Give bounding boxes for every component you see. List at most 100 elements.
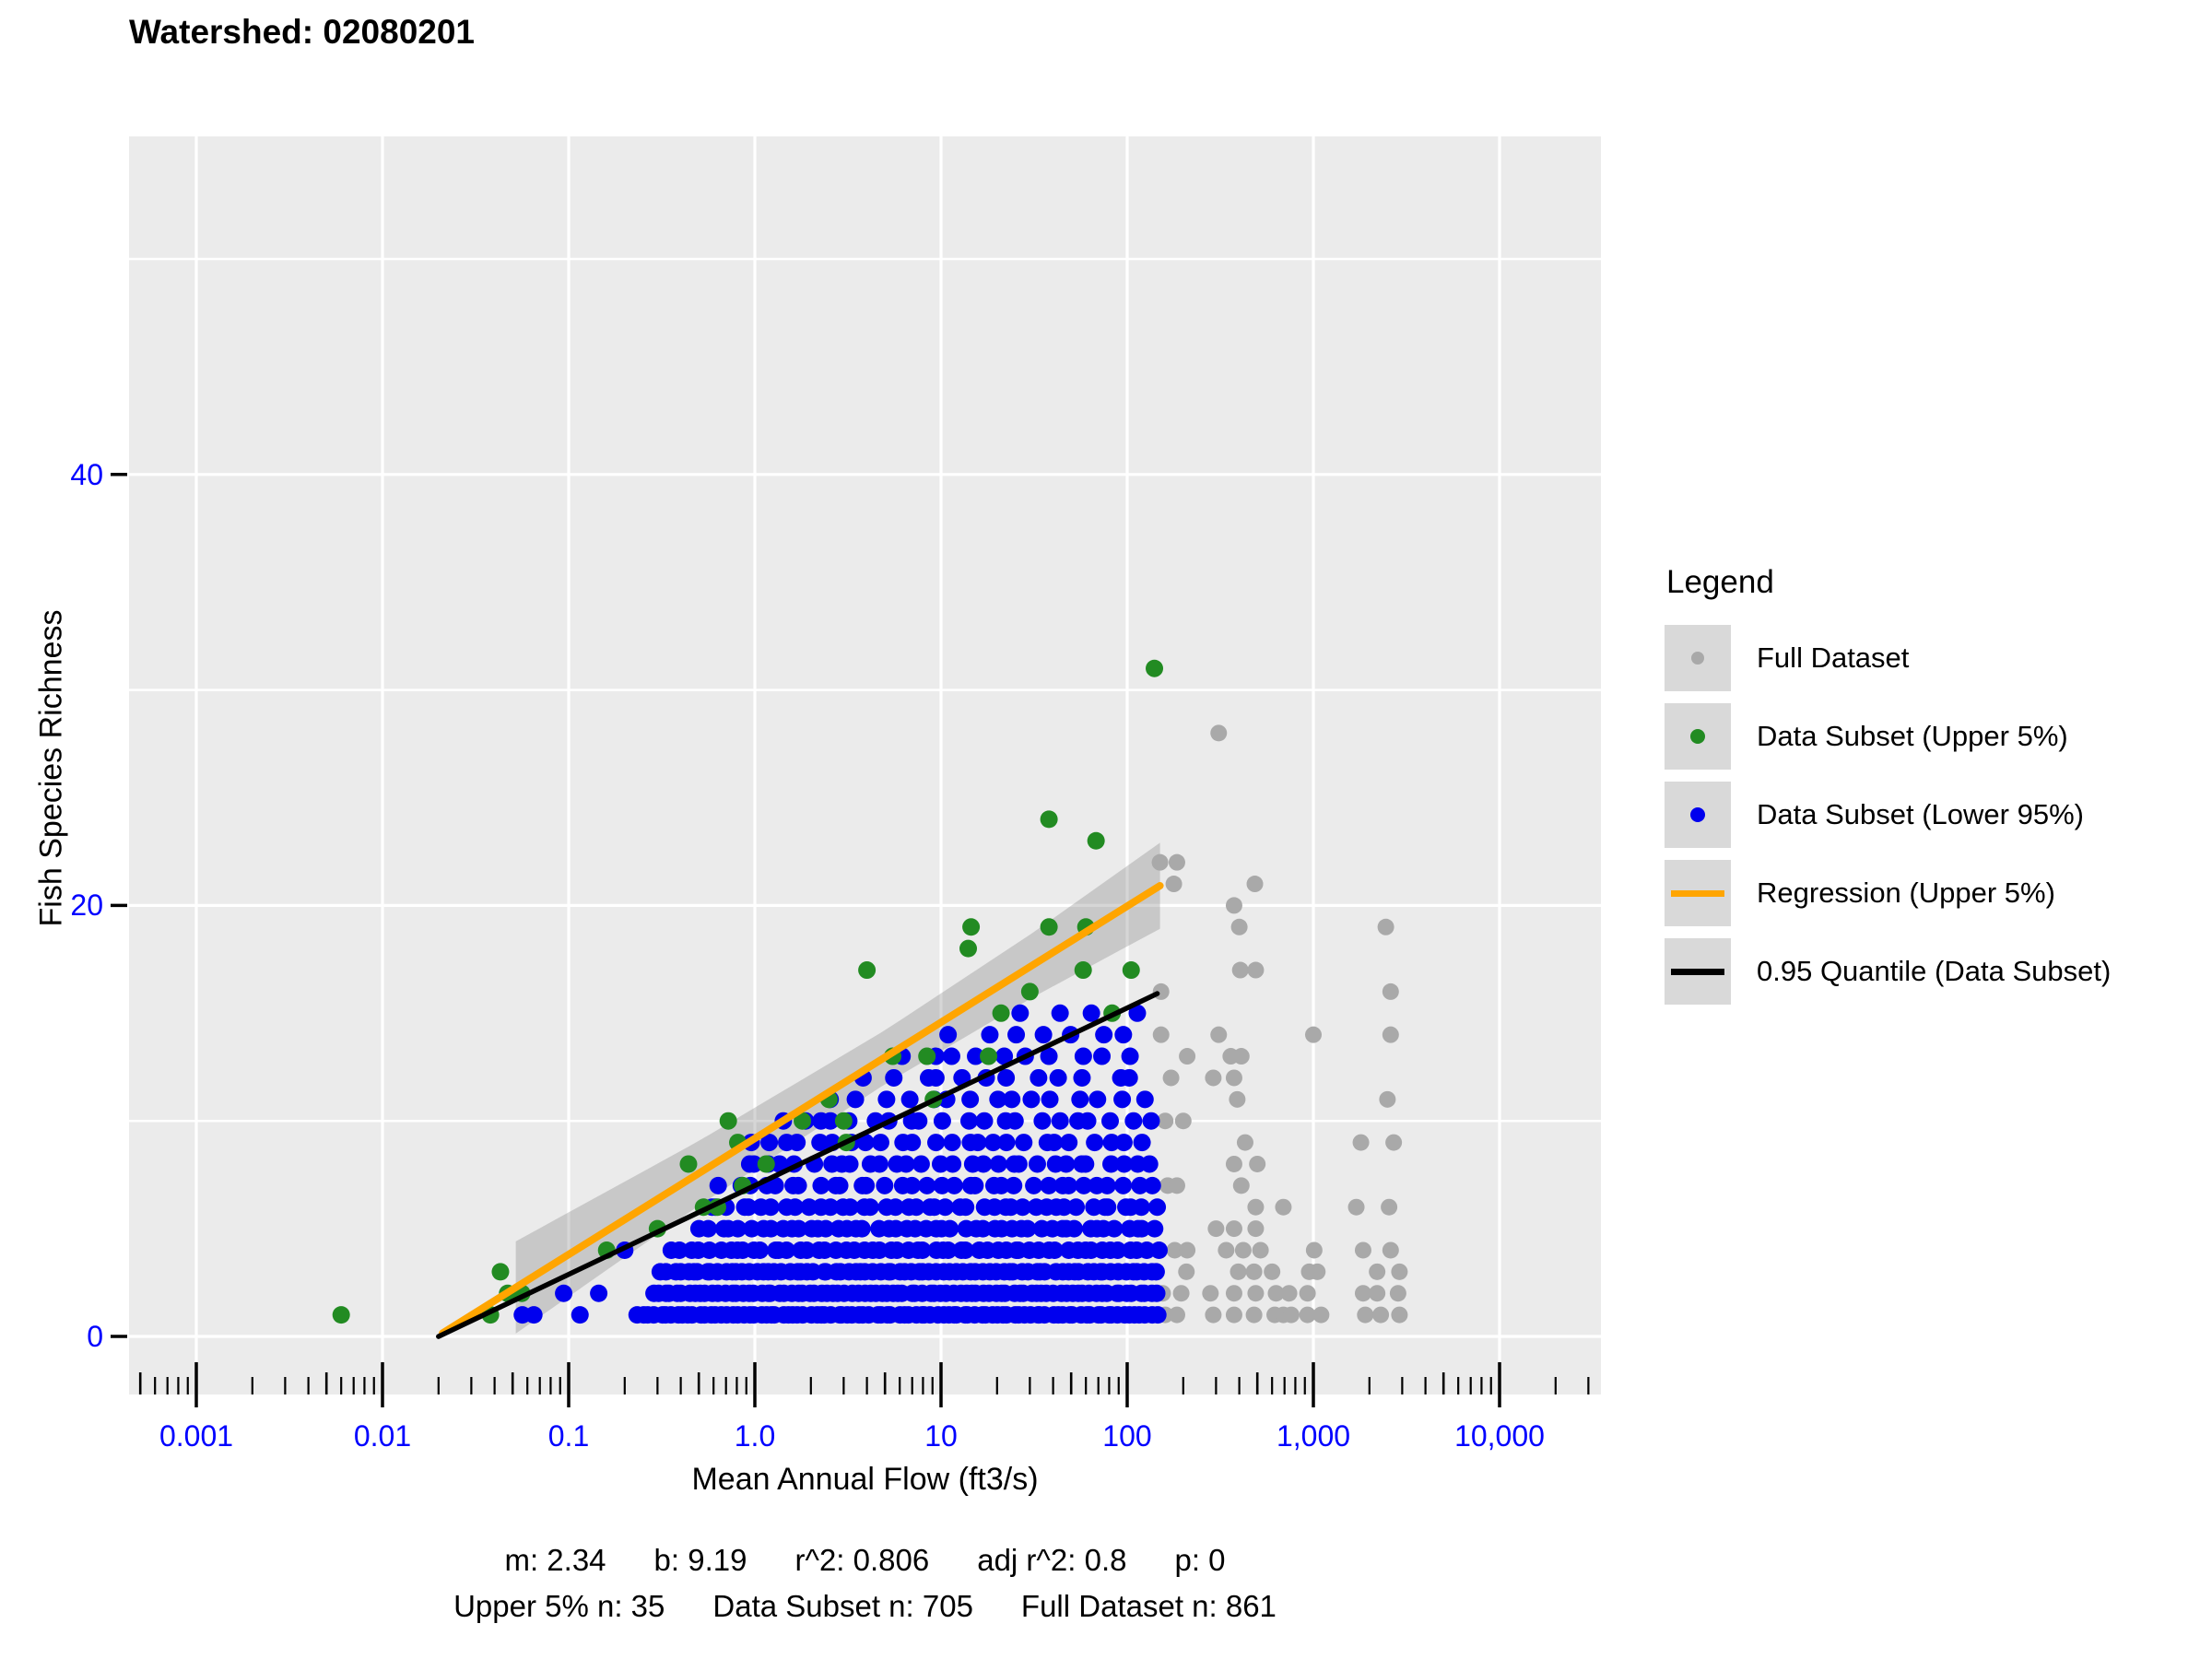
point-subset-lower [821, 1112, 840, 1130]
point-full-dataset [1210, 1026, 1228, 1043]
point-subset-lower [1033, 1112, 1052, 1130]
point-subset-lower [1059, 1176, 1077, 1194]
point-subset-lower [853, 1219, 871, 1238]
point-subset-lower [1147, 1284, 1166, 1302]
point-full-dataset [1252, 1241, 1269, 1259]
point-full-dataset [1389, 1285, 1406, 1302]
stat-value: r^2: 0.806 [794, 1543, 930, 1577]
point-full-dataset [1229, 1090, 1246, 1108]
point-subset-lower [913, 1241, 932, 1259]
point-subset-lower [1142, 1112, 1160, 1130]
point-subset-lower [761, 1219, 780, 1238]
point-full-dataset [1382, 1241, 1399, 1259]
stat-count: Upper 5% n: 35 [453, 1589, 665, 1623]
point-subset-lower [1051, 1112, 1069, 1130]
point-full-dataset [1381, 1198, 1398, 1216]
point-subset-lower [1028, 1155, 1046, 1173]
point-subset-lower [966, 1176, 984, 1194]
stats-line-counts: Upper 5% n: 35 Data Subset n: 705 Full Dat… [129, 1583, 1601, 1630]
point-subset-lower [992, 1176, 1010, 1194]
point-subset-lower [1140, 1155, 1159, 1173]
point-subset-lower [786, 1198, 805, 1217]
point-subset-lower [1128, 1004, 1147, 1022]
point-full-dataset [1391, 1263, 1408, 1280]
point-subset-upper [794, 1112, 812, 1130]
legend-item-label: 0.95 Quantile (Data Subset) [1757, 955, 2112, 987]
legend-item-label: Regression (Upper 5%) [1757, 877, 2055, 909]
point-full-dataset [1231, 961, 1249, 979]
point-subset-lower [841, 1198, 859, 1217]
point-subset-lower [555, 1284, 573, 1302]
point-subset-lower [1146, 1219, 1164, 1238]
point-full-dataset [1357, 1306, 1374, 1324]
x-tick-label: 1.0 [734, 1419, 776, 1453]
point-full-dataset [1379, 1090, 1396, 1108]
x-tick-label: 0.01 [353, 1419, 412, 1453]
point-subset-lower [861, 1198, 879, 1217]
point-full-dataset [1230, 918, 1248, 935]
point-subset-lower [1022, 1090, 1041, 1109]
point-subset-lower [967, 1047, 985, 1065]
point-full-dataset [1225, 1285, 1242, 1302]
stat-value: adj r^2: 0.8 [977, 1543, 1127, 1577]
point-full-dataset [1152, 982, 1170, 1000]
stats-line-regression: m: 2.34 b: 9.19 r^2: 0.806 adj r^2: 0.8 p: 0 [129, 1537, 1601, 1583]
point-subset-lower [788, 1134, 806, 1152]
point-subset-lower [903, 1176, 921, 1194]
point-subset-lower [959, 1112, 978, 1130]
point-subset-lower [897, 1155, 915, 1173]
point-subset-lower [910, 1112, 928, 1130]
point-subset-lower [1073, 1068, 1091, 1087]
panel-content [129, 136, 1601, 1394]
point-subset-lower [926, 1068, 945, 1087]
point-subset-upper [1020, 982, 1039, 1001]
point-subset-lower [1114, 1176, 1133, 1194]
point-full-dataset [1282, 1306, 1300, 1324]
point-full-dataset [1352, 1134, 1370, 1151]
legend-key-swatch [1665, 860, 1731, 926]
point-full-dataset [1179, 1241, 1196, 1259]
legend-item: Data Subset (Upper 5%) [1665, 703, 2199, 770]
point-subset-lower [1040, 1176, 1058, 1194]
point-subset-lower [817, 1219, 835, 1238]
point-full-dataset [1232, 1048, 1250, 1065]
point-full-dataset [1264, 1263, 1281, 1280]
point-full-dataset [1245, 1306, 1263, 1324]
legend-key-swatch [1665, 938, 1731, 1005]
point-subset-lower [1115, 1155, 1134, 1173]
point-subset-lower [984, 1134, 1003, 1152]
point-subset-lower [771, 1155, 789, 1173]
point-subset-lower [571, 1306, 589, 1324]
point-subset-lower [997, 1134, 1016, 1152]
point-full-dataset [1382, 1026, 1399, 1043]
point-subset-lower [760, 1134, 779, 1152]
point-full-dataset [1354, 1241, 1371, 1259]
point-full-dataset [1354, 1285, 1371, 1302]
point-subset-lower [900, 1090, 919, 1109]
point-full-dataset [1377, 918, 1394, 935]
point-subset-lower [1030, 1068, 1048, 1087]
point-full-dataset [1152, 1026, 1170, 1043]
legend-item: Regression (Upper 5%) [1665, 860, 2199, 926]
point-full-dataset [1232, 1177, 1250, 1194]
point-subset-lower [670, 1241, 688, 1259]
legend-item: 0.95 Quantile (Data Subset) [1665, 938, 2199, 1005]
point-full-dataset [1202, 1285, 1219, 1302]
point-subset-lower [1102, 1155, 1121, 1173]
point-subset-lower [789, 1176, 807, 1194]
point-subset-lower [969, 1134, 987, 1152]
point-full-dataset [1225, 1306, 1242, 1324]
stat-count: Data Subset n: 705 [712, 1589, 973, 1623]
point-full-dataset [1312, 1306, 1330, 1324]
point-subset-lower [1071, 1090, 1089, 1109]
point-subset-lower [1082, 1004, 1100, 1022]
legend-line-icon [1671, 889, 1724, 897]
point-subset-lower [1120, 1068, 1138, 1087]
point-subset-lower [1101, 1112, 1120, 1130]
point-subset-lower [729, 1219, 747, 1238]
plot-title: Watershed: 02080201 [129, 13, 476, 51]
point-full-dataset [1174, 1112, 1192, 1130]
point-subset-lower [1007, 1026, 1026, 1044]
point-subset-lower [777, 1241, 795, 1259]
point-subset-lower [1077, 1155, 1095, 1173]
